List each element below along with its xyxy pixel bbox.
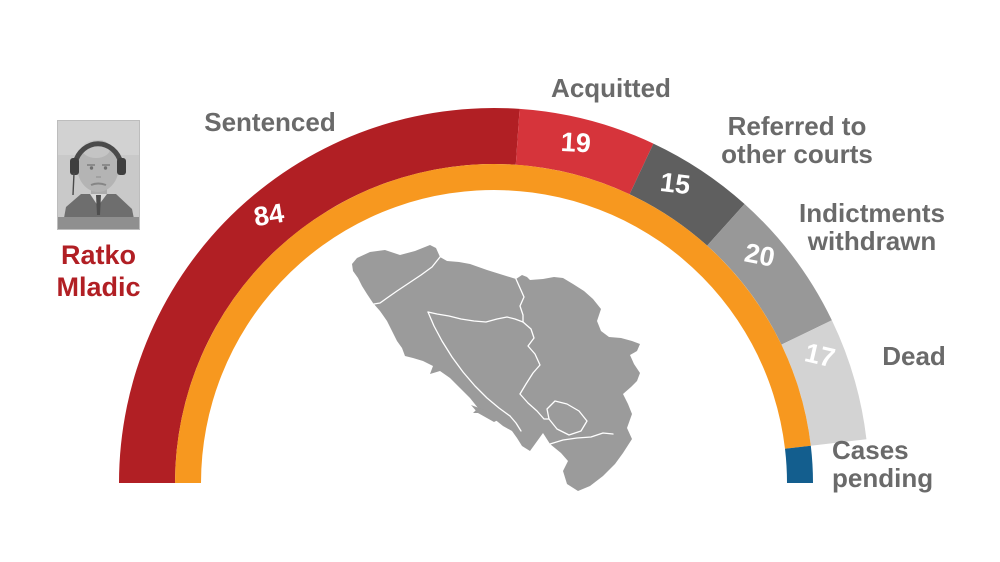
gauge-segment-cases-pending [784, 445, 813, 483]
gauge-segment-indictments-withdrawn [707, 203, 832, 345]
segment-label-indictments-withdrawn: Indictments withdrawn [799, 198, 945, 256]
headphones-icon [72, 141, 124, 164]
segment-label-sentenced: Sentenced [204, 107, 336, 137]
segment-value-dead: 17 [802, 337, 838, 373]
gauge-segment-referred-to-other-courts [629, 143, 745, 246]
portrait-icon [58, 121, 139, 229]
segment-label-acquitted: Acquitted [551, 73, 671, 103]
person-name: Ratko Mladic [56, 240, 141, 302]
segment-value-indictments-withdrawn: 20 [742, 238, 777, 273]
former-yugoslavia-map [347, 241, 653, 506]
segment-value-acquitted: 19 [560, 127, 592, 159]
segment-label-referred-to-other-courts: Referred to other courts [721, 111, 873, 169]
gauge-segment-acquitted [515, 108, 654, 195]
gauge-segment-sentenced [119, 108, 520, 483]
map-icon [352, 245, 640, 491]
segment-value-referred-to-other-courts: 15 [659, 167, 692, 200]
ratko-mladic-photo [57, 120, 140, 230]
segment-label-cases-pending: Cases pending [832, 435, 934, 493]
gauge-segment-dead [781, 320, 867, 446]
segment-label-dead: Dead [882, 341, 946, 371]
segment-value-sentenced: 84 [252, 198, 286, 232]
